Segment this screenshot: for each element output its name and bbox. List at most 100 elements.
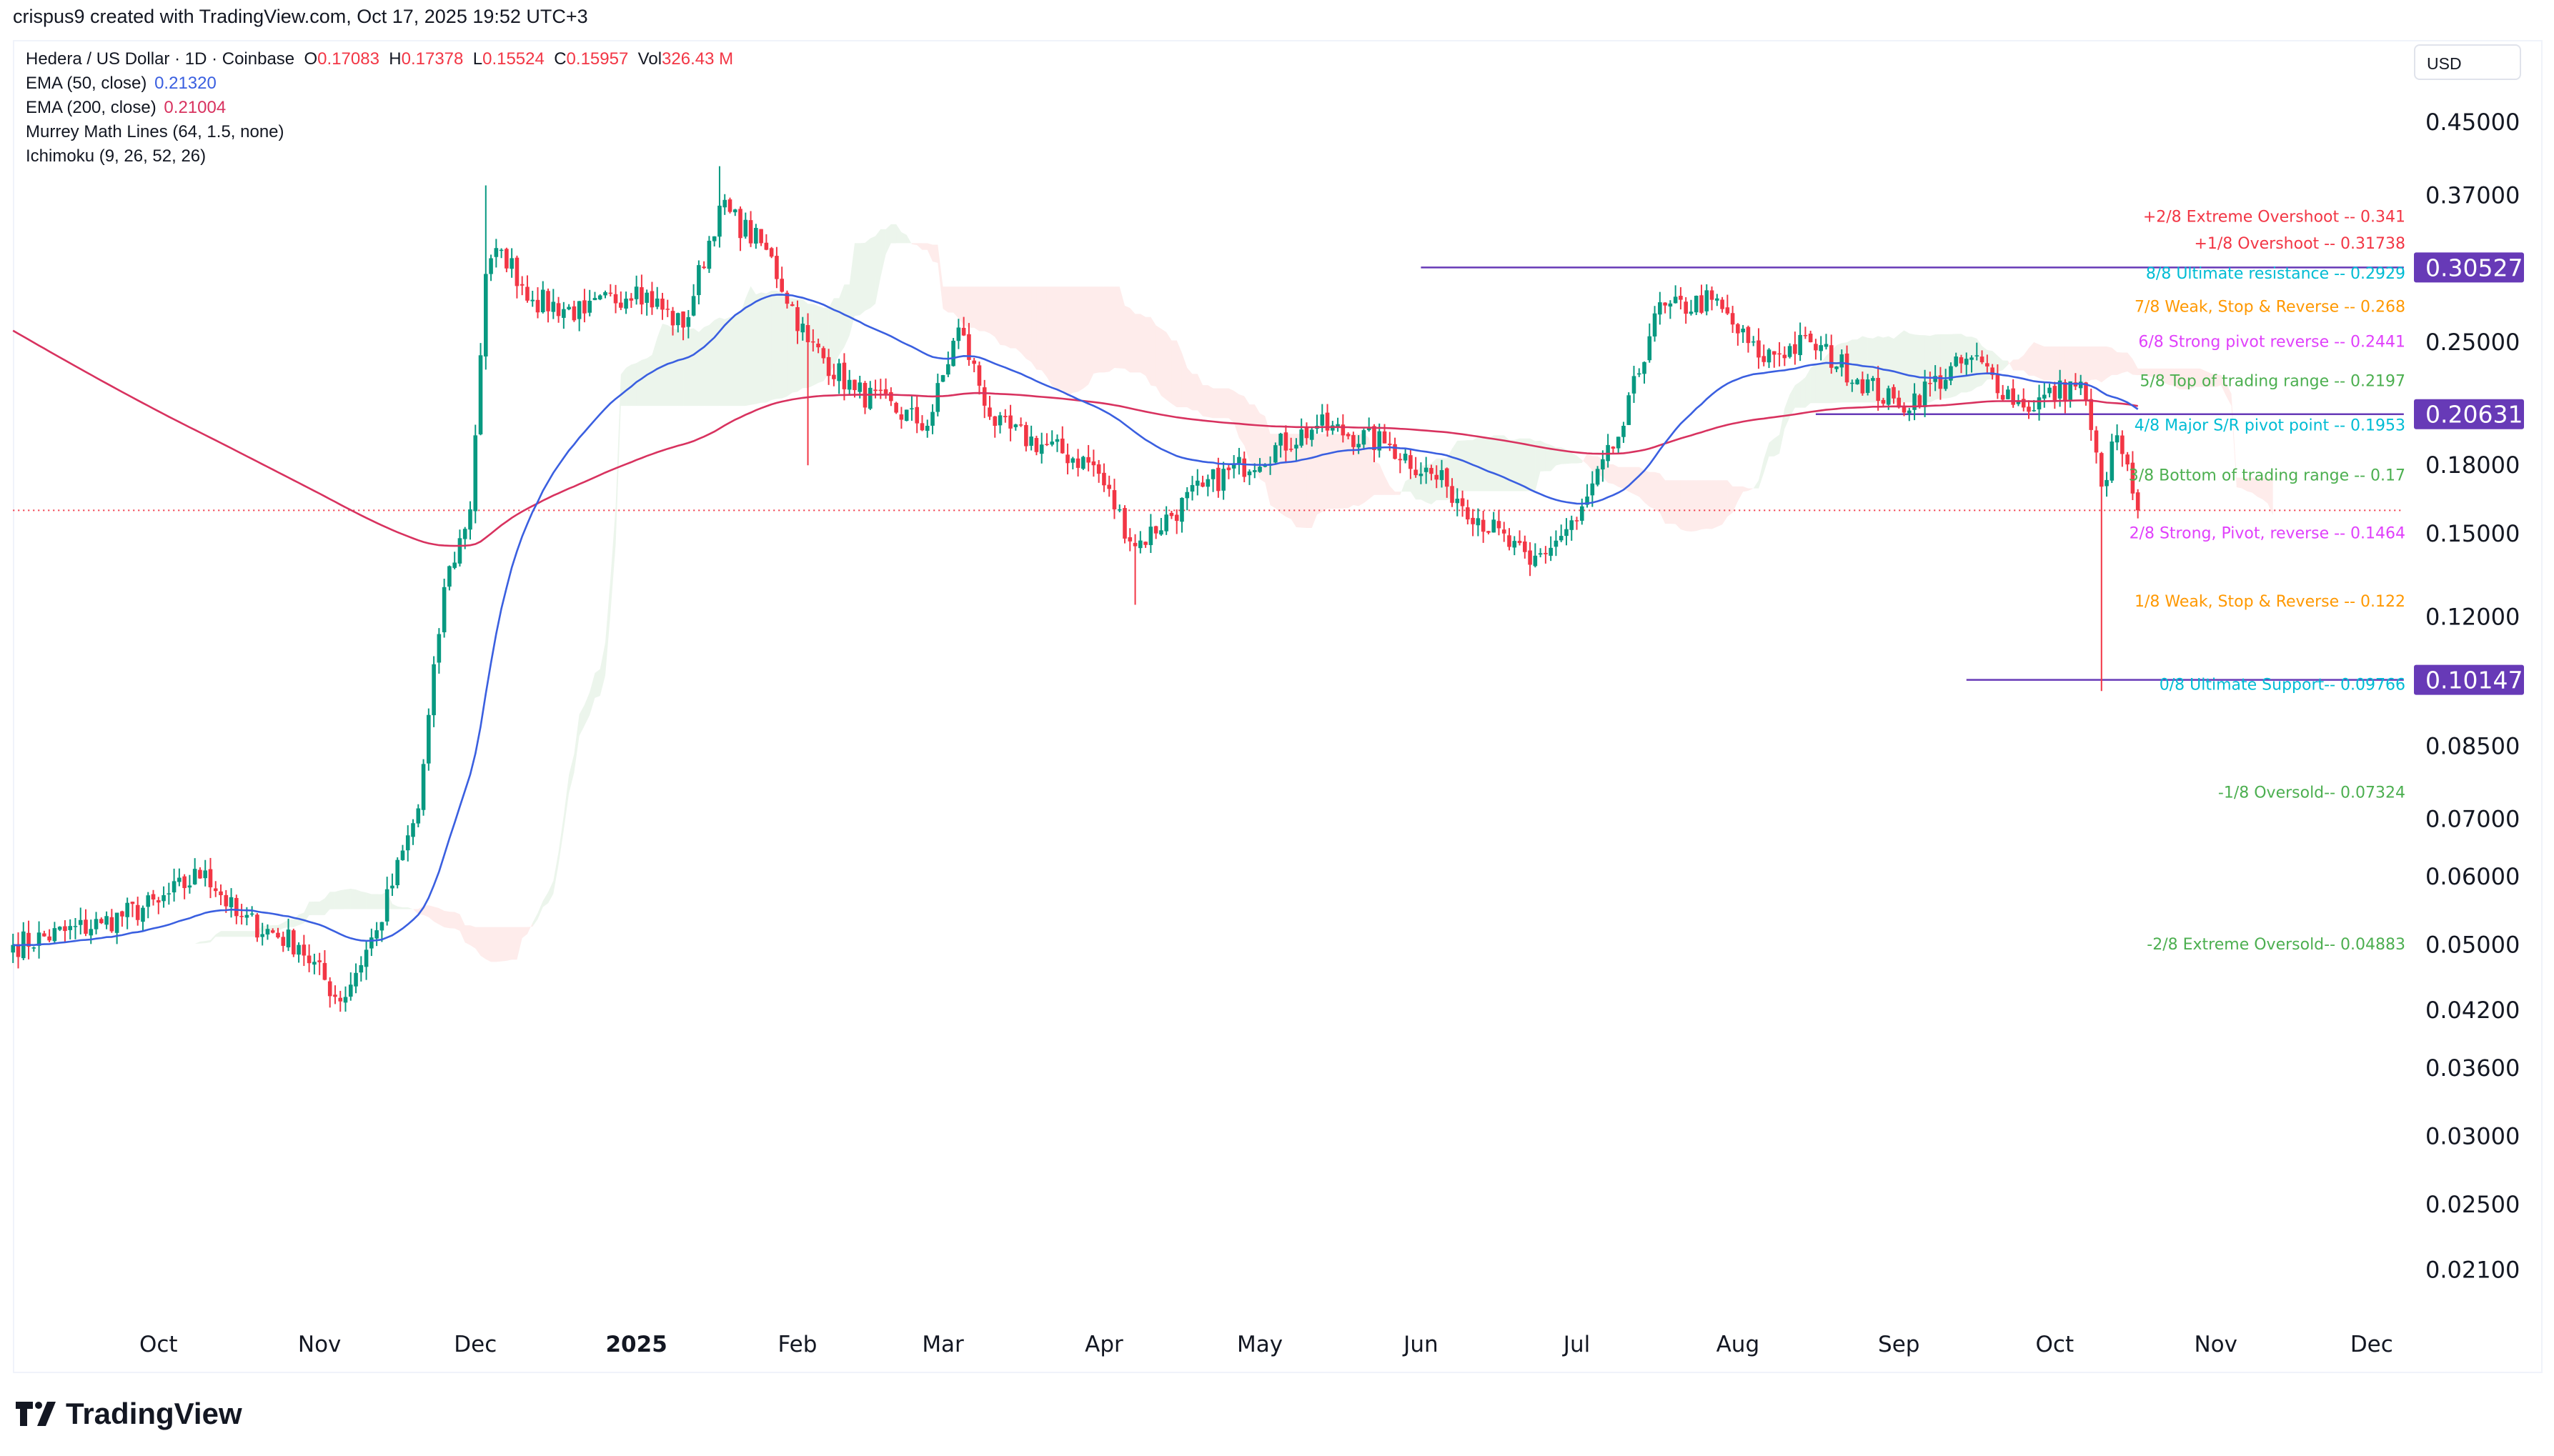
time-tick-label: Mar [922,1332,964,1357]
candle-body [951,340,955,367]
candle [1148,514,1153,554]
ichimoku-cloud-segment [709,320,715,407]
candle [1762,344,1767,367]
candle [1979,350,1984,364]
legend-ichimoku[interactable]: Ichimoku (9, 26, 52, 26) [26,146,207,166]
legend-ema200[interactable]: EMA (200, close) 0.21004 [26,96,733,120]
time-tick-label: Jun [1402,1332,1438,1357]
ichimoku-cloud-segment [1296,434,1302,528]
candle [1418,462,1423,484]
currency-selector[interactable]: USD [2414,44,2521,80]
ichimoku-cloud-segment [922,243,928,250]
ichimoku-cloud-segment [1789,385,1795,417]
candle-body [36,932,41,946]
close-label: C [554,49,567,69]
candle [11,933,16,963]
candle [665,299,670,317]
candle-body [805,325,810,343]
candle-body [925,425,930,431]
candle-body [400,850,405,860]
candle-body [395,859,400,886]
candle-body [405,835,410,851]
candle-body [1413,469,1418,476]
price-tick-label: 0.37000 [2425,182,2520,209]
candle [1985,354,1989,373]
ichimoku-cloud-segment [2169,368,2175,386]
candle [1974,342,1979,361]
legend-ema50[interactable]: EMA (50, close) 0.21320 [26,71,733,96]
ichimoku-cloud-segment [288,919,294,927]
candle [229,888,234,918]
candle-body [520,284,525,286]
candle-body [1658,302,1662,315]
candle [800,316,805,341]
candle-body [1216,467,1221,492]
ichimoku-cloud-segment [1509,439,1515,492]
candle-body [1549,547,1553,556]
ichimoku-cloud-segment [1068,286,1073,397]
candle [1741,324,1745,343]
ichimoku-cloud-segment [1046,286,1053,387]
ichimoku-cloud-segment [2158,368,2165,383]
ichimoku-cloud-segment [293,914,299,927]
candle [1673,285,1678,304]
chart-panel[interactable] [13,40,2543,1373]
candle [1881,397,1886,407]
ichimoku-cloud-segment [1062,286,1068,397]
candle [1341,414,1346,443]
candle-body [1673,296,1678,304]
candle-body [499,249,504,251]
tradingview-logo-icon [16,1402,56,1426]
ichimoku-cloud-segment [407,907,414,909]
candle [650,281,655,315]
candle-body [707,241,712,269]
candle [540,281,545,314]
candle-body [317,960,322,962]
legend-murrey[interactable]: Murrey Math Lines (64, 1.5, none) [26,122,284,141]
tradingview-logo[interactable]: TradingView [16,1397,242,1431]
ichimoku-cloud-segment [698,326,705,407]
ema200-line [12,329,2138,547]
candle [1517,530,1522,546]
candle [354,963,358,994]
candle [1564,518,1569,546]
ichimoku-cloud-segment [641,358,647,407]
candle [769,246,774,259]
candle [1590,471,1595,507]
candle [1434,465,1439,489]
price-tick-label: 0.03600 [2425,1054,2520,1082]
candle-body [1003,416,1008,417]
candle [1814,339,1818,360]
candle [1315,414,1319,434]
candle-body [1242,458,1247,477]
candle-body [1507,535,1511,547]
candle [1844,345,1849,387]
candle-body [63,926,67,932]
candle [1221,462,1226,500]
candle-body [167,893,172,894]
candle-body [1564,529,1569,537]
candle [2089,389,2094,442]
time-tick-label: Sep [1878,1332,1919,1357]
candle [982,379,987,419]
ichimoku-cloud-segment [584,692,590,726]
candle [2078,374,2083,395]
close-value: 0.15957 [566,49,629,69]
candle-body [213,888,218,892]
candle [2021,388,2026,412]
ichimoku-cloud-segment [1176,340,1182,408]
candle-body [2135,492,2140,511]
candle [135,897,140,926]
candle-body [260,934,264,937]
candle-body [1579,506,1584,521]
candle-body [1128,537,1133,542]
ichimoku-cloud-segment [221,931,227,937]
candle [2000,384,2005,401]
candle-body [1466,507,1470,520]
candle [187,874,192,894]
ichimoku-cloud-segment [1462,440,1468,492]
ichimoku-cloud-segment [943,286,948,313]
ichimoku-cloud-segment [449,912,455,929]
ichimoku-cloud-segment [272,924,279,931]
